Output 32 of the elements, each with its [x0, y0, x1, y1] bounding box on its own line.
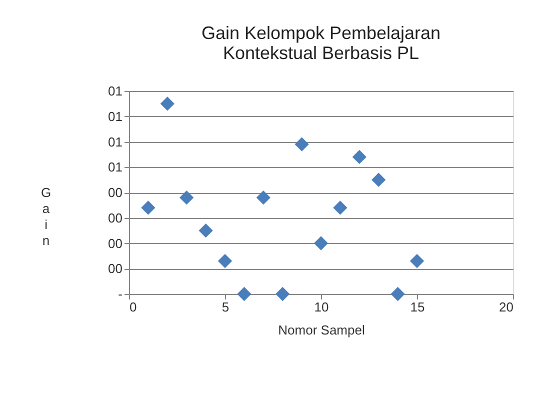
- y-tick-label: 01: [108, 84, 122, 98]
- x-tick-label: 0: [130, 300, 137, 314]
- point: [141, 200, 156, 215]
- y-tick-label: 01: [108, 108, 122, 124]
- x-tick-label: 10: [314, 300, 329, 314]
- y-tick-label: 00: [108, 210, 122, 226]
- point: [352, 150, 366, 164]
- point: [160, 96, 174, 111]
- x-tick-label: 20: [499, 300, 514, 314]
- point: [218, 254, 232, 268]
- y-axis-title: Gain: [40, 185, 52, 248]
- y-tick-label: 00: [108, 185, 122, 200]
- point: [294, 137, 309, 152]
- x-axis-title: Nomor Sampel: [278, 322, 365, 338]
- y-tick-label: -: [118, 286, 122, 302]
- point: [410, 254, 424, 268]
- point: [314, 236, 328, 250]
- x-tick-label: 15: [410, 300, 425, 314]
- point: [333, 200, 348, 215]
- point: [237, 286, 252, 302]
- point: [372, 172, 386, 187]
- chart-title: Gain Kelompok Pembelajaran Kontekstual Berbasis PL: [201, 23, 441, 63]
- point: [180, 190, 194, 205]
- y-tick-label: 01: [108, 160, 122, 175]
- y-tick-label: 01: [108, 134, 122, 150]
- y-tick-label: 00: [108, 236, 122, 251]
- point: [390, 286, 405, 302]
- point: [198, 223, 213, 238]
- point: [276, 286, 290, 302]
- x-tick-label: 5: [222, 300, 230, 314]
- y-tick-label: 00: [108, 261, 122, 276]
- point: [256, 190, 270, 205]
